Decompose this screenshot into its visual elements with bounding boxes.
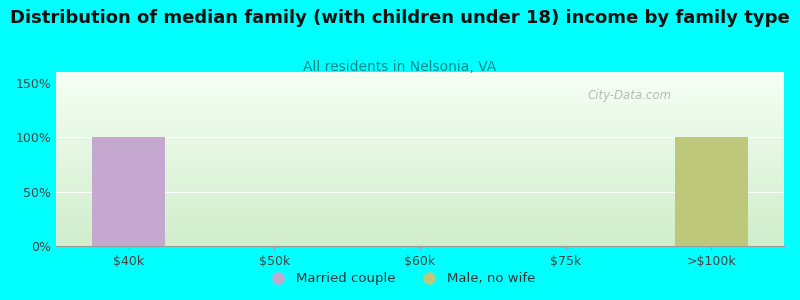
- Bar: [93, 137, 165, 246]
- Text: All residents in Nelsonia, VA: All residents in Nelsonia, VA: [303, 60, 497, 74]
- Text: City-Data.com: City-Data.com: [587, 89, 671, 102]
- Bar: [674, 137, 747, 246]
- Legend: Married couple, Male, no wife: Married couple, Male, no wife: [259, 267, 541, 290]
- Text: Distribution of median family (with children under 18) income by family type: Distribution of median family (with chil…: [10, 9, 790, 27]
